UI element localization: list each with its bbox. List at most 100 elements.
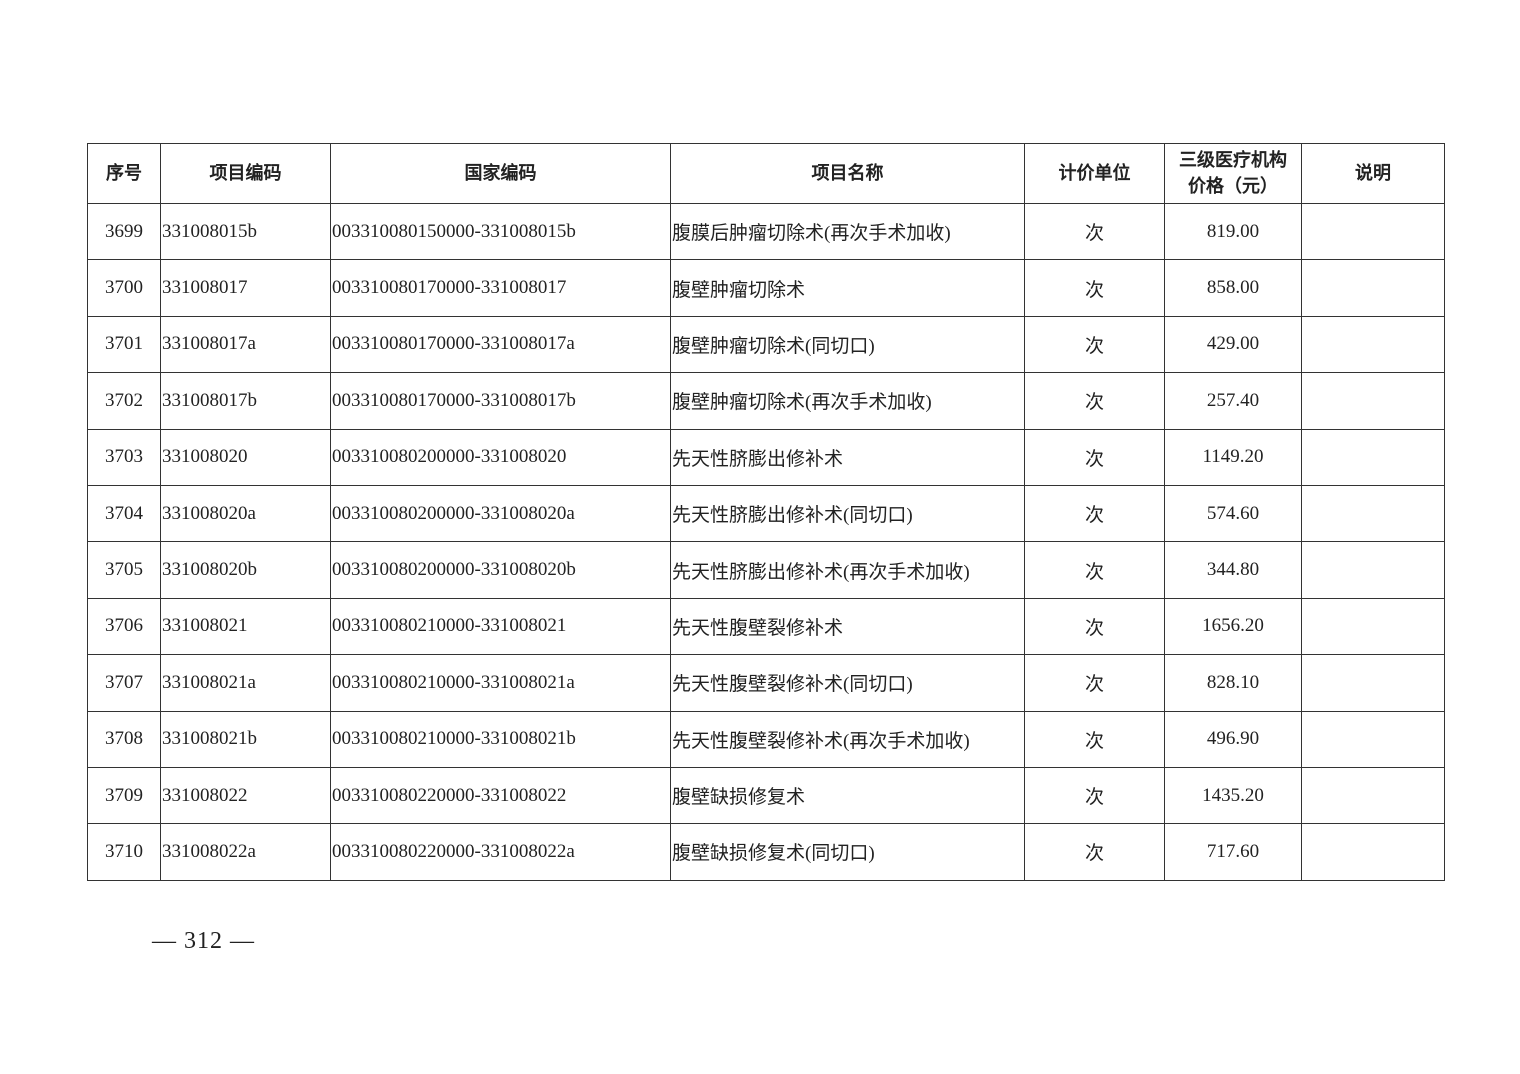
cell-index: 3707 <box>87 654 161 712</box>
cell-item-code: 331008020 <box>160 428 331 486</box>
cell-national-code: 003310080220000-331008022 <box>330 766 671 825</box>
table-row: 3704 331008020a 003310080200000-331008020a… <box>87 484 1445 543</box>
price-table: 序号 项目编码 国家编码 项目名称 计价单位 三级医疗机构 价格（元） 说明 36… <box>87 143 1445 881</box>
cell-item-name: 先天性脐膨出修补术(同切口) <box>670 484 1025 543</box>
header-notes: 说明 <box>1301 143 1445 204</box>
cell-item-name: 腹壁肿瘤切除术(再次手术加收) <box>670 372 1025 430</box>
cell-unit: 次 <box>1024 484 1165 543</box>
cell-price: 858.00 <box>1164 259 1302 317</box>
cell-notes <box>1301 823 1445 881</box>
cell-item-name: 腹膜后肿瘤切除术(再次手术加收) <box>670 202 1025 261</box>
cell-notes <box>1301 541 1445 599</box>
cell-national-code: 003310080210000-331008021a <box>330 654 671 712</box>
table-row: 3710 331008022a 003310080220000-331008022a… <box>87 823 1445 881</box>
cell-price: 828.10 <box>1164 654 1302 712</box>
header-price-line1: 三级医疗机构 <box>1179 149 1287 171</box>
cell-price: 344.80 <box>1164 541 1302 599</box>
cell-national-code: 003310080210000-331008021 <box>330 597 671 656</box>
cell-index: 3705 <box>87 541 161 599</box>
cell-unit: 次 <box>1024 823 1165 881</box>
cell-price: 717.60 <box>1164 823 1302 881</box>
cell-national-code: 003310080170000-331008017a <box>330 315 671 374</box>
cell-price: 574.60 <box>1164 484 1302 543</box>
table-row: 3709 331008022 003310080220000-331008022 腹壁… <box>87 766 1445 825</box>
cell-notes <box>1301 259 1445 317</box>
cell-notes <box>1301 484 1445 543</box>
header-price: 三级医疗机构 价格（元） <box>1164 143 1302 204</box>
cell-item-name: 先天性腹壁裂修补术(再次手术加收) <box>670 710 1025 768</box>
cell-item-code: 331008021b <box>160 710 331 768</box>
cell-unit: 次 <box>1024 654 1165 712</box>
cell-unit: 次 <box>1024 428 1165 486</box>
cell-item-code: 331008022a <box>160 823 331 881</box>
cell-index: 3699 <box>87 202 161 261</box>
cell-unit: 次 <box>1024 597 1165 656</box>
cell-national-code: 003310080200000-331008020 <box>330 428 671 486</box>
cell-price: 496.90 <box>1164 710 1302 768</box>
cell-price: 819.00 <box>1164 202 1302 261</box>
cell-price: 1149.20 <box>1164 428 1302 486</box>
cell-index: 3708 <box>87 710 161 768</box>
cell-notes <box>1301 597 1445 656</box>
cell-item-name: 腹壁肿瘤切除术 <box>670 259 1025 317</box>
cell-item-name: 先天性腹壁裂修补术(同切口) <box>670 654 1025 712</box>
cell-index: 3702 <box>87 372 161 430</box>
cell-notes <box>1301 654 1445 712</box>
cell-unit: 次 <box>1024 315 1165 374</box>
table-row: 3700 331008017 003310080170000-331008017 腹壁… <box>87 259 1445 317</box>
cell-national-code: 003310080170000-331008017 <box>330 259 671 317</box>
cell-notes <box>1301 202 1445 261</box>
cell-price: 1435.20 <box>1164 766 1302 825</box>
cell-unit: 次 <box>1024 541 1165 599</box>
table-row: 3705 331008020b 003310080200000-331008020b… <box>87 541 1445 599</box>
cell-index: 3704 <box>87 484 161 543</box>
header-item-name: 项目名称 <box>670 143 1025 204</box>
cell-item-name: 先天性腹壁裂修补术 <box>670 597 1025 656</box>
cell-index: 3710 <box>87 823 161 881</box>
cell-price: 1656.20 <box>1164 597 1302 656</box>
cell-price: 429.00 <box>1164 315 1302 374</box>
header-item-code: 项目编码 <box>160 143 331 204</box>
table-row: 3701 331008017a 003310080170000-331008017a… <box>87 315 1445 374</box>
cell-item-code: 331008020b <box>160 541 331 599</box>
cell-index: 3703 <box>87 428 161 486</box>
table-row: 3703 331008020 003310080200000-331008020 先天… <box>87 428 1445 486</box>
cell-price: 257.40 <box>1164 372 1302 430</box>
cell-item-code: 331008017a <box>160 315 331 374</box>
table-header-row: 序号 项目编码 国家编码 项目名称 计价单位 三级医疗机构 价格（元） 说明 <box>87 143 1445 204</box>
header-price-line2: 价格（元） <box>1188 175 1278 197</box>
table-row: 3706 331008021 003310080210000-331008021 先天… <box>87 597 1445 656</box>
cell-notes <box>1301 428 1445 486</box>
cell-national-code: 003310080150000-331008015b <box>330 202 671 261</box>
cell-unit: 次 <box>1024 766 1165 825</box>
cell-item-code: 331008021 <box>160 597 331 656</box>
header-national-code: 国家编码 <box>330 143 671 204</box>
cell-national-code: 003310080170000-331008017b <box>330 372 671 430</box>
page-number: — 312 — <box>152 928 255 954</box>
cell-notes <box>1301 766 1445 825</box>
cell-notes <box>1301 315 1445 374</box>
cell-index: 3700 <box>87 259 161 317</box>
cell-unit: 次 <box>1024 372 1165 430</box>
cell-item-code: 331008022 <box>160 766 331 825</box>
cell-item-code: 331008021a <box>160 654 331 712</box>
header-index: 序号 <box>87 143 161 204</box>
cell-index: 3706 <box>87 597 161 656</box>
cell-index: 3701 <box>87 315 161 374</box>
cell-item-name: 先天性脐膨出修补术 <box>670 428 1025 486</box>
cell-item-code: 331008020a <box>160 484 331 543</box>
cell-national-code: 003310080200000-331008020b <box>330 541 671 599</box>
table-row: 3702 331008017b 003310080170000-331008017b… <box>87 372 1445 430</box>
header-unit: 计价单位 <box>1024 143 1165 204</box>
cell-item-code: 331008015b <box>160 202 331 261</box>
table-row: 3708 331008021b 003310080210000-331008021b… <box>87 710 1445 768</box>
cell-index: 3709 <box>87 766 161 825</box>
cell-unit: 次 <box>1024 710 1165 768</box>
cell-national-code: 003310080210000-331008021b <box>330 710 671 768</box>
cell-item-name: 腹壁肿瘤切除术(同切口) <box>670 315 1025 374</box>
cell-notes <box>1301 710 1445 768</box>
cell-item-name: 腹壁缺损修复术 <box>670 766 1025 825</box>
cell-item-name: 腹壁缺损修复术(同切口) <box>670 823 1025 881</box>
cell-unit: 次 <box>1024 259 1165 317</box>
cell-item-code: 331008017b <box>160 372 331 430</box>
